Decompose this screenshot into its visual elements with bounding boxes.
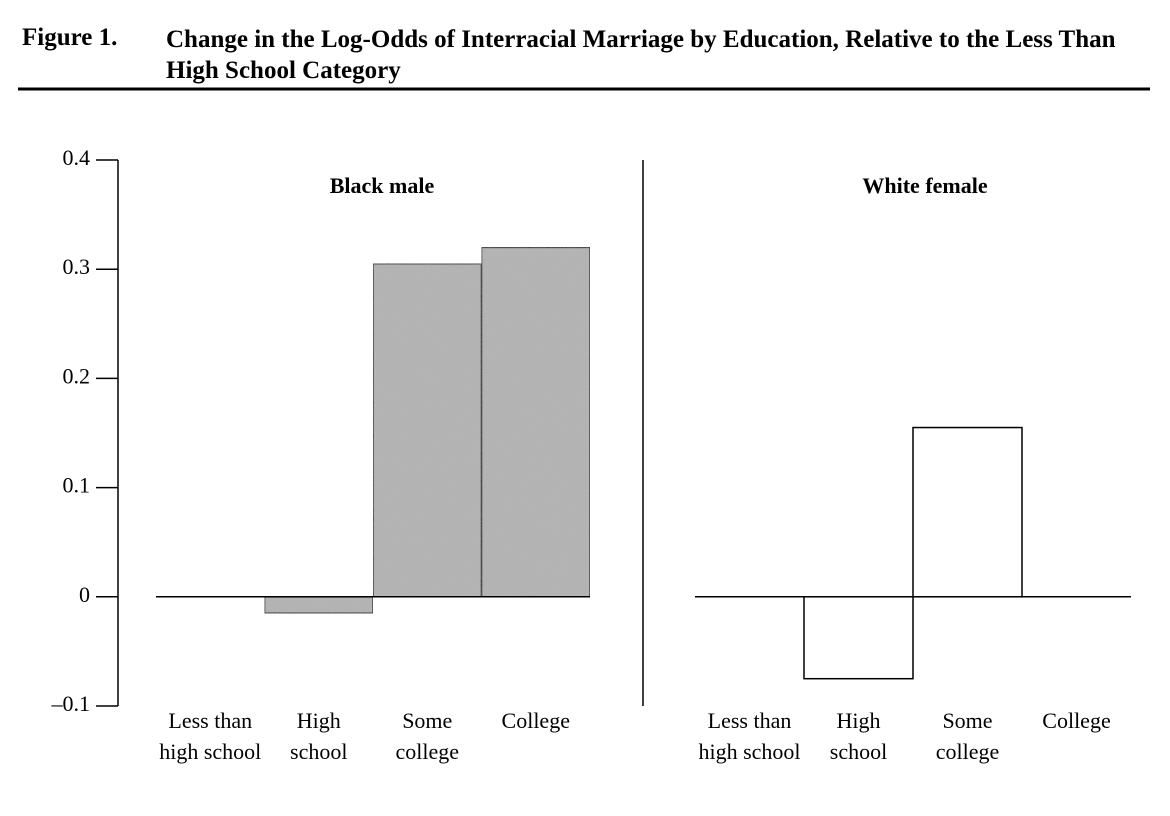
bar (803, 596, 914, 680)
figure-title: Change in the Log-Odds of Interracial Ma… (166, 26, 1116, 84)
x-tick-label: Less than high school (159, 708, 262, 764)
y-tick-label: 0 (79, 582, 90, 607)
panel-title: White female (862, 173, 987, 198)
bar (912, 426, 1023, 598)
x-tick-label: Less than high school (698, 708, 801, 764)
x-tick-label: Some college (935, 708, 1000, 764)
x-tick-label: Some college (395, 708, 460, 764)
bar (480, 246, 591, 598)
figure-label: Figure 1. (22, 24, 118, 51)
panel-title: Black male (330, 173, 435, 198)
bar (372, 262, 483, 598)
x-tick-label: College (1042, 708, 1111, 733)
x-tick-label: High school (829, 708, 888, 764)
y-tick-label: 0.4 (63, 145, 91, 170)
bar (263, 596, 374, 614)
y-tick-label: 0.2 (63, 363, 91, 388)
y-tick-label: 0.3 (63, 254, 91, 279)
y-tick-label: 0.1 (63, 473, 91, 498)
x-tick-label: High school (290, 708, 348, 764)
x-tick-label: College (501, 708, 570, 733)
y-tick-label: –0.1 (51, 691, 91, 716)
